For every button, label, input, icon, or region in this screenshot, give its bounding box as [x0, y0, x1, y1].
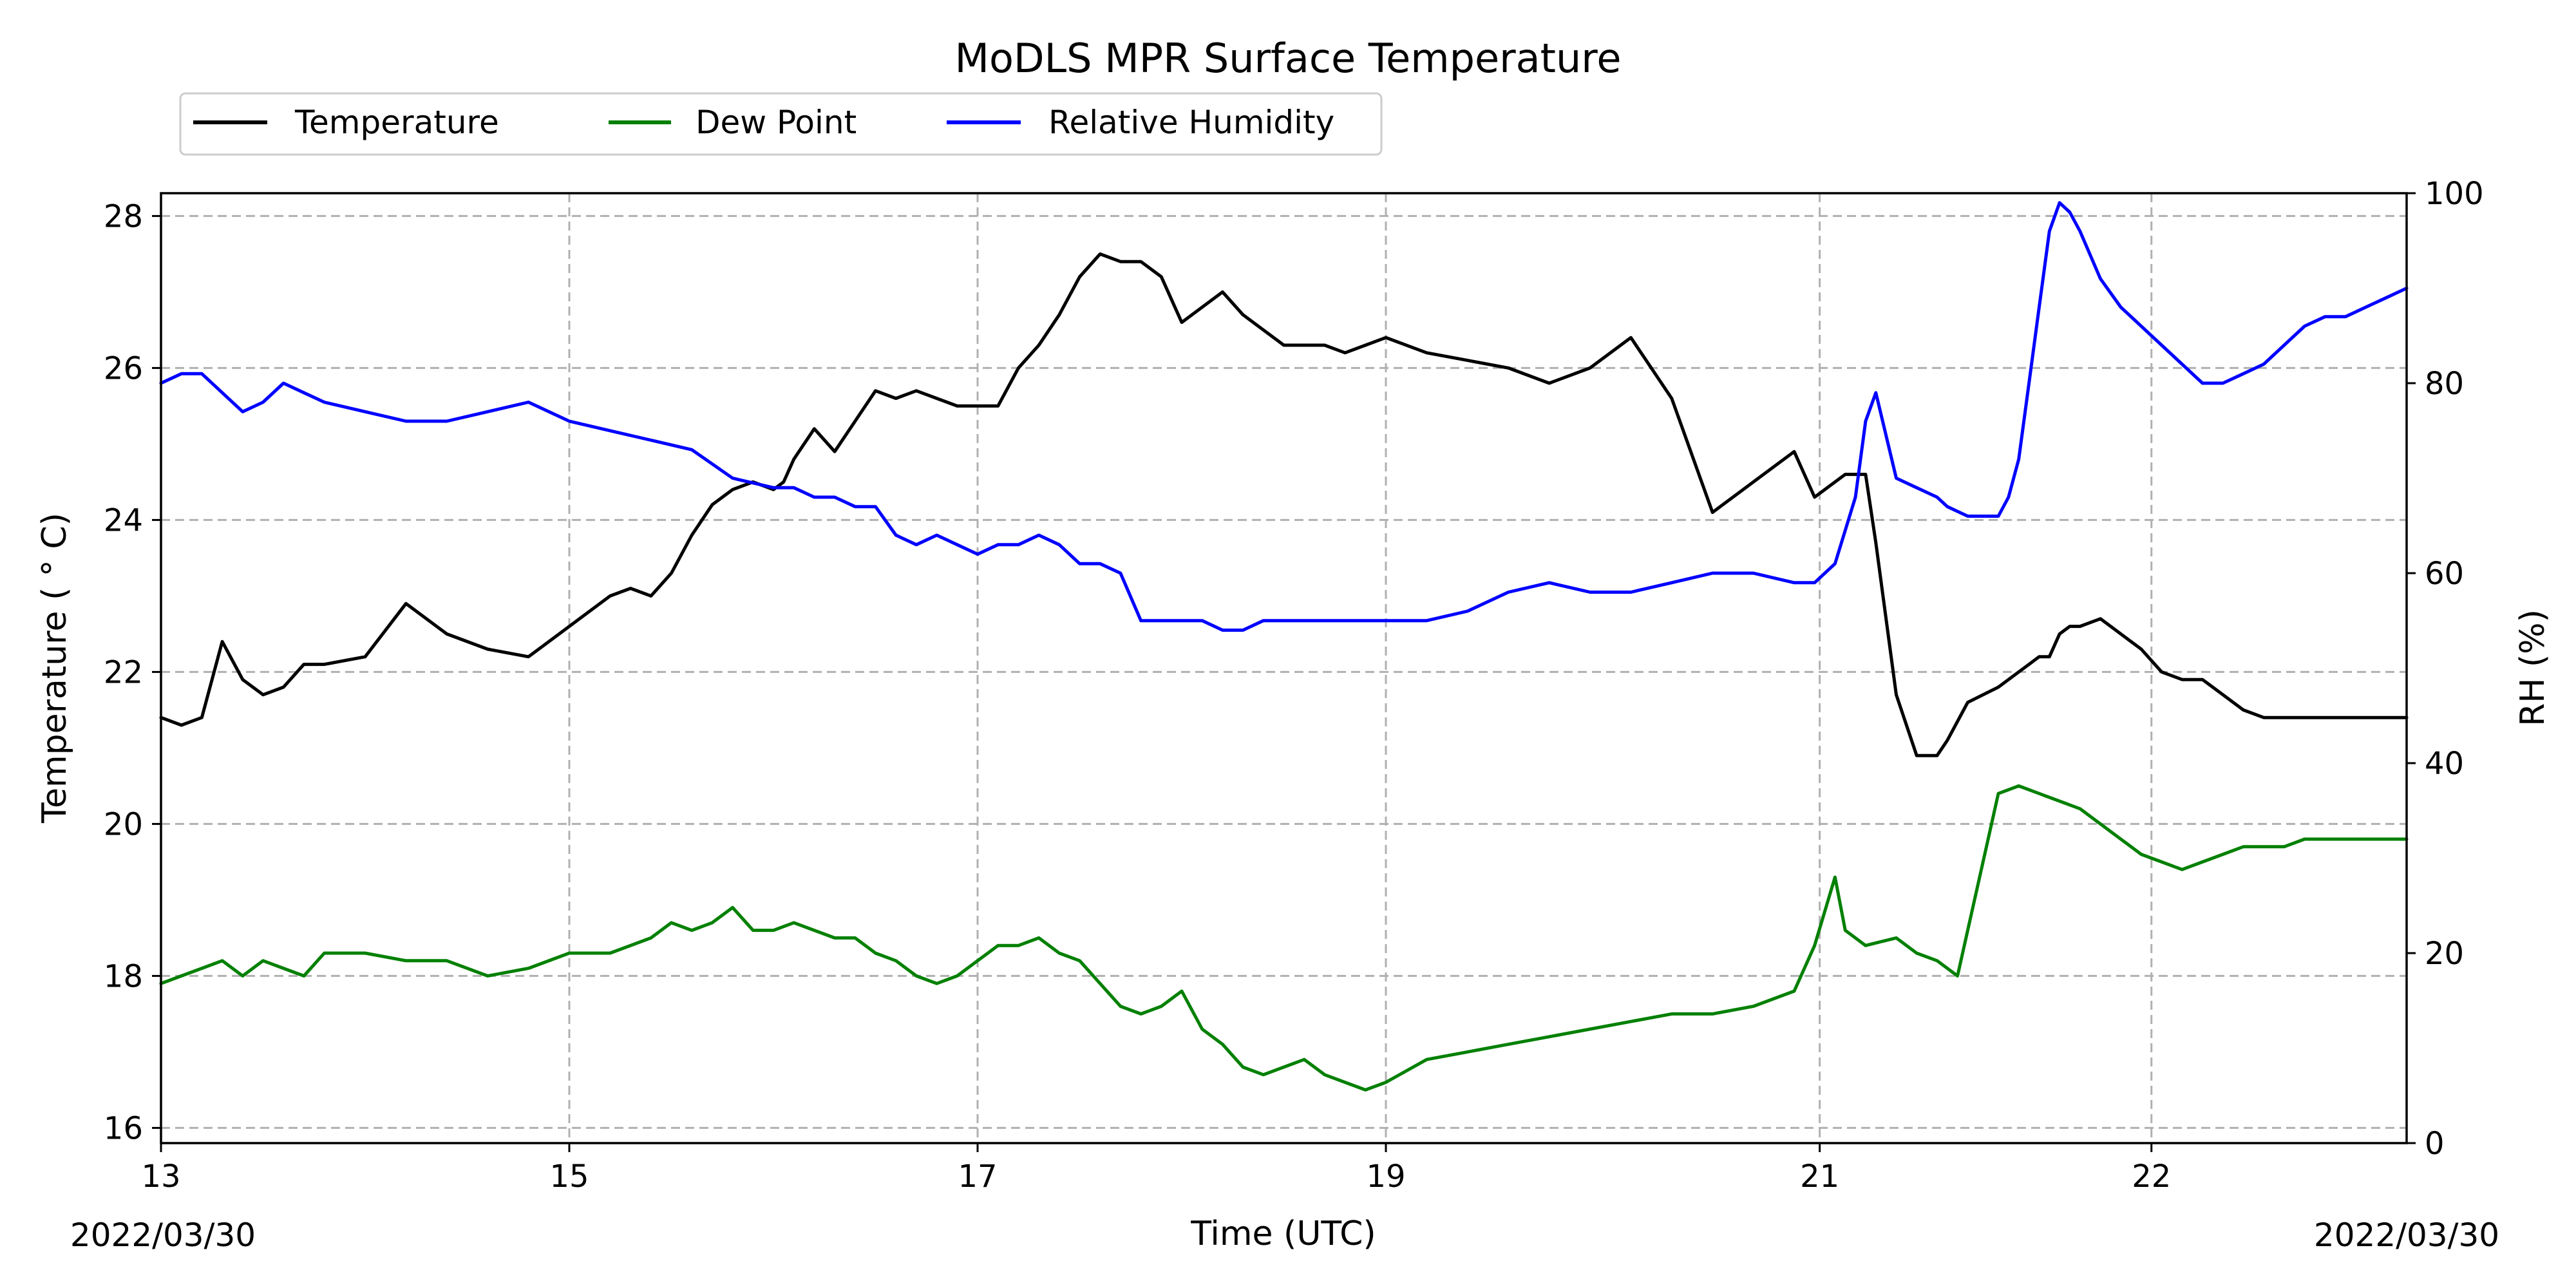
- y2-tick-label: 100: [2425, 176, 2484, 212]
- legend-label-temperature: Temperature: [294, 104, 499, 141]
- y2-tick-label: 20: [2425, 936, 2464, 972]
- y-tick-label: 20: [104, 806, 143, 842]
- legend-box: [179, 92, 1383, 156]
- y2-tick-label: 60: [2425, 556, 2464, 592]
- x-axis-label: Time (UTC): [1190, 1215, 1376, 1253]
- y-tick-label: 16: [104, 1110, 143, 1146]
- chart-title: MoDLS MPR Surface Temperature: [954, 35, 1621, 82]
- y2-tick-label: 80: [2425, 366, 2464, 402]
- y-tick-label: 18: [104, 958, 143, 994]
- x-tick-label: 21: [1800, 1159, 1839, 1195]
- plot-frame: [160, 192, 2408, 1144]
- x-tick-label: 19: [1366, 1159, 1405, 1195]
- x-tick-label: 22: [2132, 1159, 2171, 1195]
- x-tick-label: 13: [141, 1159, 180, 1195]
- x-tick-label: 15: [549, 1159, 589, 1195]
- y2-tick-label: 40: [2425, 746, 2464, 782]
- legend-label-dew-point: Dew Point: [696, 104, 857, 141]
- legend: Temperature Dew Point Relative Humidity: [179, 92, 1383, 156]
- dew-point-line: [159, 784, 2409, 1092]
- y-axis-label: Temperature ( ° C): [35, 513, 74, 824]
- series-group: [159, 201, 2409, 1092]
- end-date-label: 2022/03/30: [2314, 1217, 2499, 1254]
- y-tick-label: 24: [104, 502, 143, 538]
- y2-tick-label: 0: [2425, 1126, 2445, 1162]
- y-tick-label: 26: [104, 350, 143, 386]
- y-tick-label: 22: [104, 654, 143, 690]
- x-tick-label: 17: [958, 1159, 997, 1195]
- grid: [161, 193, 2407, 1143]
- temperature-line: [159, 252, 2409, 757]
- relative-humidity-line: [159, 201, 2409, 632]
- start-date-label: 2022/03/30: [70, 1217, 256, 1254]
- legend-label-relative-humidity: Relative Humidity: [1048, 104, 1334, 141]
- y2-axis-label: RH (%): [2514, 609, 2552, 726]
- ticks: 13 15 17 19 21 22 16 18 20 22 24 26 28 0 20 40 60 80 100: [104, 176, 2484, 1195]
- y-tick-label: 28: [104, 198, 143, 234]
